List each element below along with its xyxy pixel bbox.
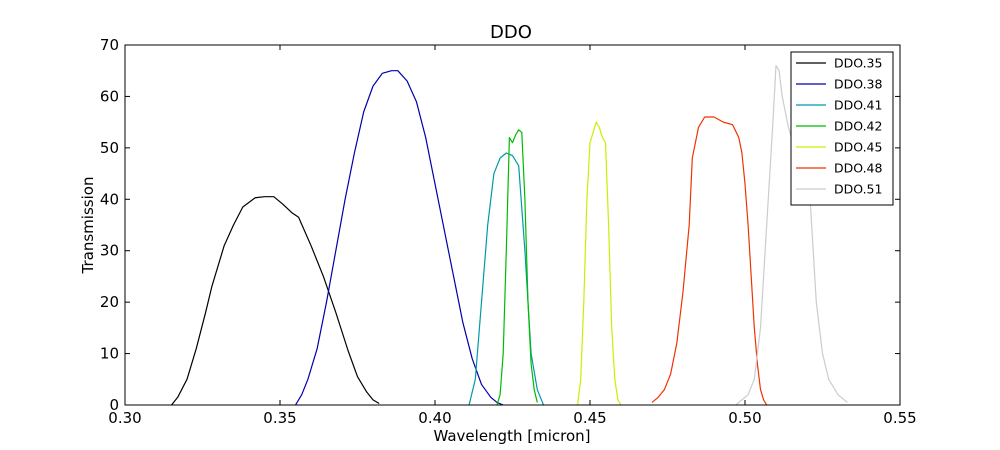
y-tick-label: 60: [100, 87, 119, 105]
x-tick-label: 0.50: [728, 409, 761, 427]
legend-label: DDO.35: [834, 56, 882, 71]
y-tick-label: 40: [100, 190, 119, 208]
y-tick-label: 20: [100, 293, 119, 311]
legend-label: DDO.42: [834, 119, 882, 134]
legend-label: DDO.48: [834, 161, 883, 176]
y-tick-label: 50: [100, 139, 119, 157]
legend: DDO.35 DDO.38 DDO.41 DDO.42 DDO.45 DDO.48 DDO.…: [790, 51, 894, 206]
legend-box: [790, 51, 894, 206]
y-tick-label: 70: [100, 36, 119, 54]
x-tick-label: 0.30: [108, 409, 141, 427]
series-line-ddo-38: [294, 70, 504, 405]
series-line-ddo-42: [496, 129, 538, 405]
y-axis-label: Transmission: [79, 177, 97, 275]
y-tick-label: 30: [100, 242, 119, 260]
legend-label: DDO.45: [834, 140, 882, 155]
chart-title: DDO: [490, 22, 532, 43]
y-tick-label: 10: [100, 345, 119, 363]
plot-area: 0.30 0.35 0.40 0.45 0.50 0.55 0 10 20 30 40 50 60 70: [100, 36, 917, 427]
y-tick-label: 0: [109, 396, 119, 414]
x-tick-label: 0.55: [883, 409, 916, 427]
series-line-ddo-48: [651, 116, 768, 405]
x-tick-label: 0.40: [418, 409, 451, 427]
series-line-ddo-51: [735, 64, 848, 405]
series-line-ddo-35: [171, 196, 380, 405]
legend-label: DDO.38: [834, 77, 883, 92]
x-axis-label: Wavelength [micron]: [433, 427, 590, 445]
plot-frame: [124, 44, 901, 406]
series-layer: [171, 64, 848, 405]
ticks-layer: 0.30 0.35 0.40 0.45 0.50 0.55 0 10 20 30 40 50 60 70: [100, 36, 917, 427]
x-tick-label: 0.45: [573, 409, 606, 427]
x-tick-label: 0.35: [263, 409, 296, 427]
legend-label: DDO.41: [834, 98, 882, 113]
series-line-ddo-45: [577, 121, 622, 405]
legend-label: DDO.51: [834, 182, 882, 197]
